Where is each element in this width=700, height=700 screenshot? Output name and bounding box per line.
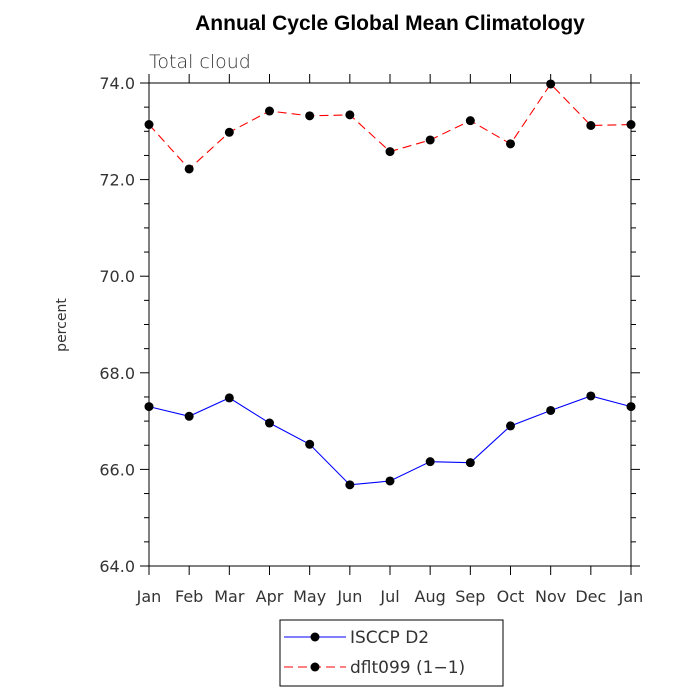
x-tick-label: Jan <box>618 587 644 606</box>
data-point <box>626 402 636 412</box>
data-point <box>305 111 315 121</box>
axes: 64.0 66.0 68.0 70.0 72.0 74.0 Jan Feb Mar Apr May J… <box>99 74 643 606</box>
data-point <box>265 106 274 116</box>
legend-label: dflt099 (1−1) <box>350 658 465 678</box>
legend-marker <box>310 662 320 672</box>
chart-subtitle: Total cloud <box>149 51 251 73</box>
y-tick-label: 68.0 <box>99 364 135 383</box>
legend-marker <box>310 632 320 642</box>
data-point <box>224 127 234 137</box>
data-point <box>546 79 556 89</box>
data-point <box>224 393 234 403</box>
data-point <box>425 135 435 145</box>
data-point <box>385 476 395 486</box>
data-point <box>184 411 194 421</box>
chart-title: Annual Cycle Global Mean Climatology <box>195 12 585 35</box>
x-tick-label: Nov <box>535 587 566 606</box>
data-point <box>425 457 435 467</box>
series-group <box>144 391 636 490</box>
y-tick-label: 70.0 <box>99 267 135 286</box>
y-tick-label: 66.0 <box>99 460 135 479</box>
y-tick-label: 74.0 <box>99 74 135 93</box>
data-point <box>546 405 556 415</box>
x-tick-label: Dec <box>575 587 606 606</box>
data-point <box>465 116 475 126</box>
x-tick-label: Jun <box>336 587 362 606</box>
data-point <box>144 120 154 130</box>
data-point <box>305 439 315 449</box>
data-point <box>626 120 636 130</box>
legend-box <box>279 619 504 687</box>
legend: ISCCP D2 dflt099 (1−1) <box>279 619 504 687</box>
x-tick-label: Feb <box>175 587 203 606</box>
data-point <box>345 480 355 490</box>
x-tick-label: Jul <box>379 587 399 606</box>
series-line <box>148 395 632 486</box>
data-point <box>144 402 154 412</box>
data-point <box>586 121 596 131</box>
data-point <box>184 164 194 174</box>
y-tick-label: 72.0 <box>99 171 135 190</box>
x-tick-label: Mar <box>214 587 245 606</box>
x-tick-label: Oct <box>497 587 525 606</box>
x-tick-label: Aug <box>415 587 446 606</box>
data-point <box>506 139 515 149</box>
series-layer <box>144 79 636 490</box>
y-axis-label: percent <box>54 298 70 352</box>
data-point <box>265 418 274 428</box>
x-tick-label: Sep <box>455 587 485 606</box>
data-point <box>385 147 395 157</box>
data-point <box>345 110 355 120</box>
data-point <box>506 421 515 431</box>
series-group <box>144 79 636 174</box>
x-tick-label: Apr <box>256 587 284 606</box>
data-point <box>586 391 596 401</box>
y-tick-label: 64.0 <box>99 557 135 576</box>
x-tick-label: Jan <box>136 587 162 606</box>
legend-label: ISCCP D2 <box>350 628 429 648</box>
series-line <box>148 83 632 170</box>
data-point <box>465 458 475 468</box>
x-tick-label: May <box>293 587 326 606</box>
